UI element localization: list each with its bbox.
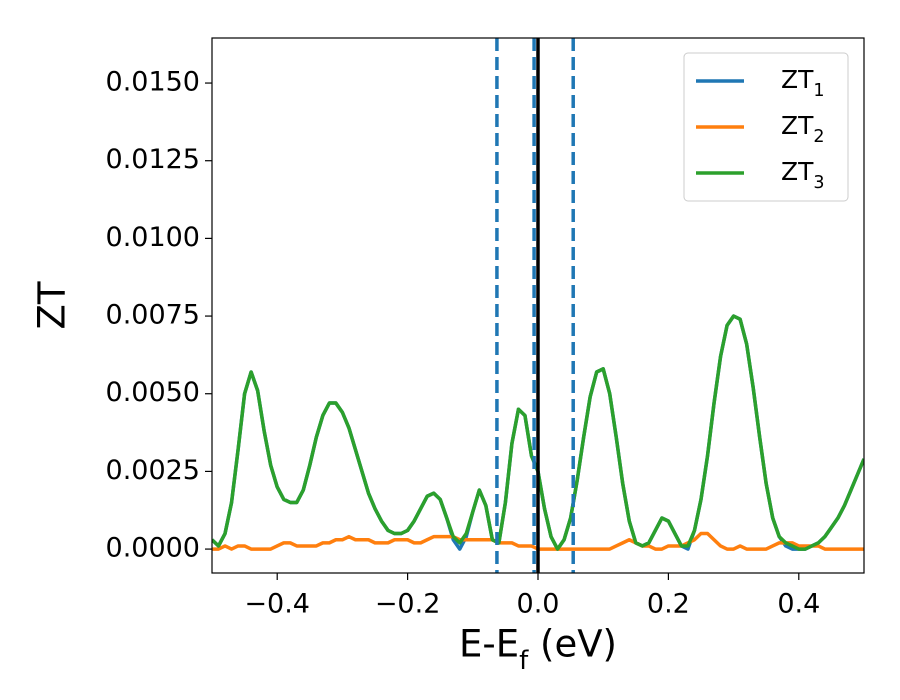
y-tick-label: 0.0125 [106,144,200,175]
y-tick-label: 0.0075 [106,300,200,331]
y-tick-label: 0.0100 [106,222,200,253]
x-tick-label: 0.2 [647,589,690,620]
x-tick-label: 0.4 [777,589,820,620]
y-tick-label: 0.0050 [106,377,200,408]
y-tick-label: 0.0150 [106,67,200,98]
y-tick-label: 0.0025 [106,455,200,486]
x-tick-label: 0.0 [517,589,560,620]
y-tick-label: 0.0000 [106,533,200,564]
x-tick-label: −0.2 [375,589,441,620]
y-axis-label: ZT [31,281,74,329]
x-axis-label: E-Ef (eV) [459,623,617,676]
x-tick-label: −0.4 [244,589,310,620]
legend-box [683,52,849,202]
